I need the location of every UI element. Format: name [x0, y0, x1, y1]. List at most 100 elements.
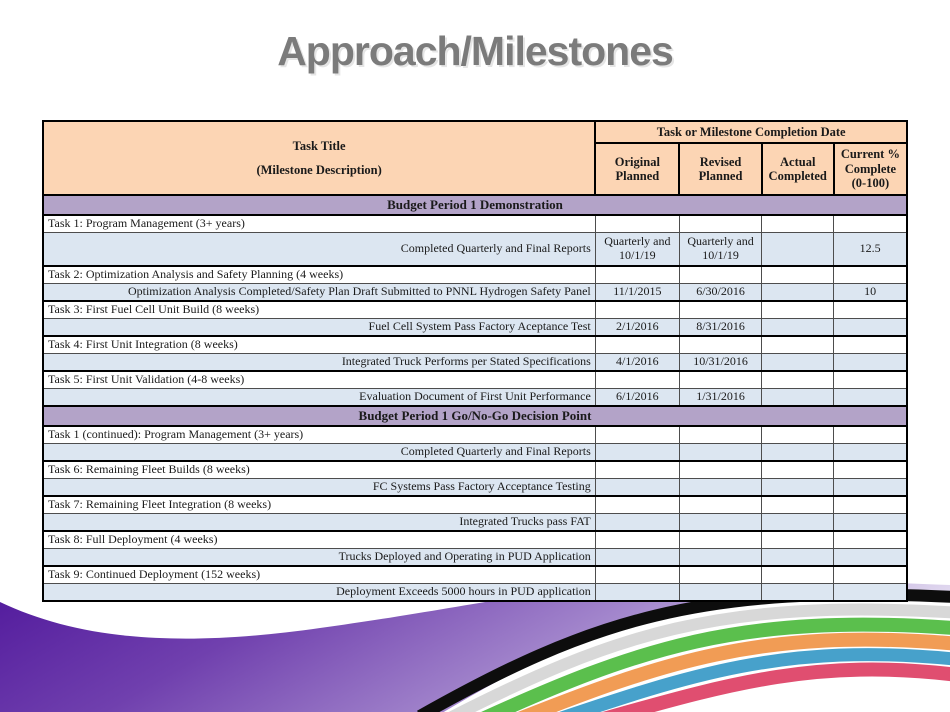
- empty-original-cell: [594, 460, 680, 479]
- actual-completed-value: [761, 318, 835, 337]
- slide-title: Approach/Milestones: [277, 28, 674, 74]
- empty-actual-cell: [761, 460, 835, 479]
- empty-actual-cell: [761, 300, 835, 319]
- original-planned-value: 6/1/2016: [594, 388, 680, 407]
- empty-actual-cell: [761, 265, 835, 284]
- empty-revised-cell: [678, 460, 763, 479]
- percent-complete-value: [833, 513, 908, 532]
- empty-original-cell: [594, 335, 680, 354]
- percent-complete-value: [833, 353, 908, 372]
- milestone-description: FC Systems Pass Factory Acceptance Testi…: [42, 478, 596, 497]
- task-title-header: Task Title (Milestone Description): [41, 120, 597, 196]
- empty-original-cell: [594, 370, 680, 389]
- completion-date-header: Task or Milestone Completion Date: [594, 120, 908, 144]
- milestone-row: Evaluation Document of First Unit Perfor…: [42, 388, 908, 407]
- milestones-table-container: Task Title (Milestone Description) Task …: [41, 120, 909, 602]
- empty-actual-cell: [761, 565, 835, 584]
- orange-stripe: [517, 632, 950, 712]
- task-label: Task 2: Optimization Analysis and Safety…: [42, 265, 596, 284]
- milestone-row: Optimization Analysis Completed/Safety P…: [42, 283, 908, 302]
- empty-original-cell: [594, 300, 680, 319]
- percent-complete-value: [833, 548, 908, 567]
- milestone-description: Optimization Analysis Completed/Safety P…: [42, 283, 596, 302]
- empty-actual-cell: [761, 495, 835, 514]
- original-planned-value: [594, 513, 680, 532]
- original-planned-value: [594, 478, 680, 497]
- empty-revised-cell: [678, 530, 763, 549]
- task-label: Task 9: Continued Deployment (152 weeks): [42, 565, 596, 584]
- revised-planned-value: [678, 583, 763, 602]
- revised-planned-value: [678, 513, 763, 532]
- empty-percent-cell: [833, 425, 908, 444]
- milestone-row: Integrated Truck Performs per Stated Spe…: [42, 353, 908, 372]
- task-label: Task 1 (continued): Program Management (…: [42, 425, 596, 444]
- milestone-row: FC Systems Pass Factory Acceptance Testi…: [42, 478, 908, 497]
- empty-percent-cell: [833, 214, 908, 233]
- percent-complete-value: [833, 443, 908, 462]
- actual-completed-value: [761, 443, 835, 462]
- revised-planned-value: Quarterly and 10/1/19: [678, 232, 763, 267]
- revised-planned-value: 1/31/2016: [678, 388, 763, 407]
- milestone-description: Deployment Exceeds 5000 hours in PUD app…: [42, 583, 596, 602]
- task-label: Task 4: First Unit Integration (8 weeks): [42, 335, 596, 354]
- revised-planned-value: [678, 443, 763, 462]
- empty-revised-cell: [678, 370, 763, 389]
- empty-percent-cell: [833, 565, 908, 584]
- revised-planned-value: 6/30/2016: [678, 283, 763, 302]
- task-row: Task 4: First Unit Integration (8 weeks): [42, 335, 908, 354]
- empty-percent-cell: [833, 335, 908, 354]
- percent-complete-value: 12.5: [833, 232, 908, 267]
- pink-stripe: [602, 662, 950, 712]
- header-row-top: Task Title (Milestone Description) Task …: [41, 120, 908, 196]
- task-label: Task 8: Full Deployment (4 weeks): [42, 530, 596, 549]
- milestone-description: Trucks Deployed and Operating in PUD App…: [42, 548, 596, 567]
- empty-original-cell: [594, 265, 680, 284]
- original-planned-value: [594, 583, 680, 602]
- milestone-description: Completed Quarterly and Final Reports: [42, 443, 596, 462]
- milestone-row: Fuel Cell System Pass Factory Aceptance …: [42, 318, 908, 337]
- revised-planned-value: [678, 478, 763, 497]
- empty-percent-cell: [833, 370, 908, 389]
- empty-revised-cell: [678, 214, 763, 233]
- original-planned-value: 2/1/2016: [594, 318, 680, 337]
- original-planned-value: [594, 443, 680, 462]
- original-planned-value: Quarterly and 10/1/19: [594, 232, 680, 267]
- silver-stripe: [448, 603, 950, 712]
- black-stripe: [417, 588, 950, 712]
- milestone-row: Completed Quarterly and Final Reports Qua…: [42, 232, 908, 267]
- milestone-description: Integrated Truck Performs per Stated Spe…: [42, 353, 596, 372]
- task-title-label: Task Title: [292, 138, 346, 153]
- actual-completed-value: [761, 583, 835, 602]
- percent-complete-value: [833, 583, 908, 602]
- section-title: Budget Period 1 Go/No-Go Decision Point: [42, 405, 908, 427]
- blue-stripe: [559, 648, 950, 712]
- milestone-description-label: (Milestone Description): [256, 163, 382, 177]
- empty-original-cell: [594, 565, 680, 584]
- task-row: Task 9: Continued Deployment (152 weeks): [42, 565, 908, 584]
- empty-revised-cell: [678, 335, 763, 354]
- task-row: Task 6: Remaining Fleet Builds (8 weeks): [42, 460, 908, 479]
- empty-percent-cell: [833, 495, 908, 514]
- header-row-sub: Original Planned Revised Planned Actual …: [43, 142, 909, 196]
- task-row: Task 8: Full Deployment (4 weeks): [42, 530, 908, 549]
- revised-planned-value: 10/31/2016: [678, 353, 763, 372]
- empty-revised-cell: [678, 425, 763, 444]
- percent-complete-value: [833, 388, 908, 407]
- revised-planned-value: [678, 548, 763, 567]
- empty-revised-cell: [678, 565, 763, 584]
- empty-percent-cell: [833, 300, 908, 319]
- empty-original-cell: [594, 425, 680, 444]
- milestone-description: Evaluation Document of First Unit Perfor…: [42, 388, 596, 407]
- task-label: Task 7: Remaining Fleet Integration (8 w…: [42, 495, 596, 514]
- task-row: Task 3: First Fuel Cell Unit Build (8 we…: [42, 300, 908, 319]
- empty-actual-cell: [761, 370, 835, 389]
- milestone-row: Deployment Exceeds 5000 hours in PUD app…: [42, 583, 908, 602]
- col-header-actual-completed: Actual Completed: [760, 142, 835, 196]
- actual-completed-value: [761, 353, 835, 372]
- task-row: Task 2: Optimization Analysis and Safety…: [42, 265, 908, 284]
- milestone-row: Completed Quarterly and Final Reports: [42, 443, 908, 462]
- actual-completed-value: [761, 478, 835, 497]
- col-header-revised-planned: Revised Planned: [678, 142, 763, 196]
- task-row: Task 7: Remaining Fleet Integration (8 w…: [42, 495, 908, 514]
- task-row: Task 1: Program Management (3+ years): [42, 214, 908, 233]
